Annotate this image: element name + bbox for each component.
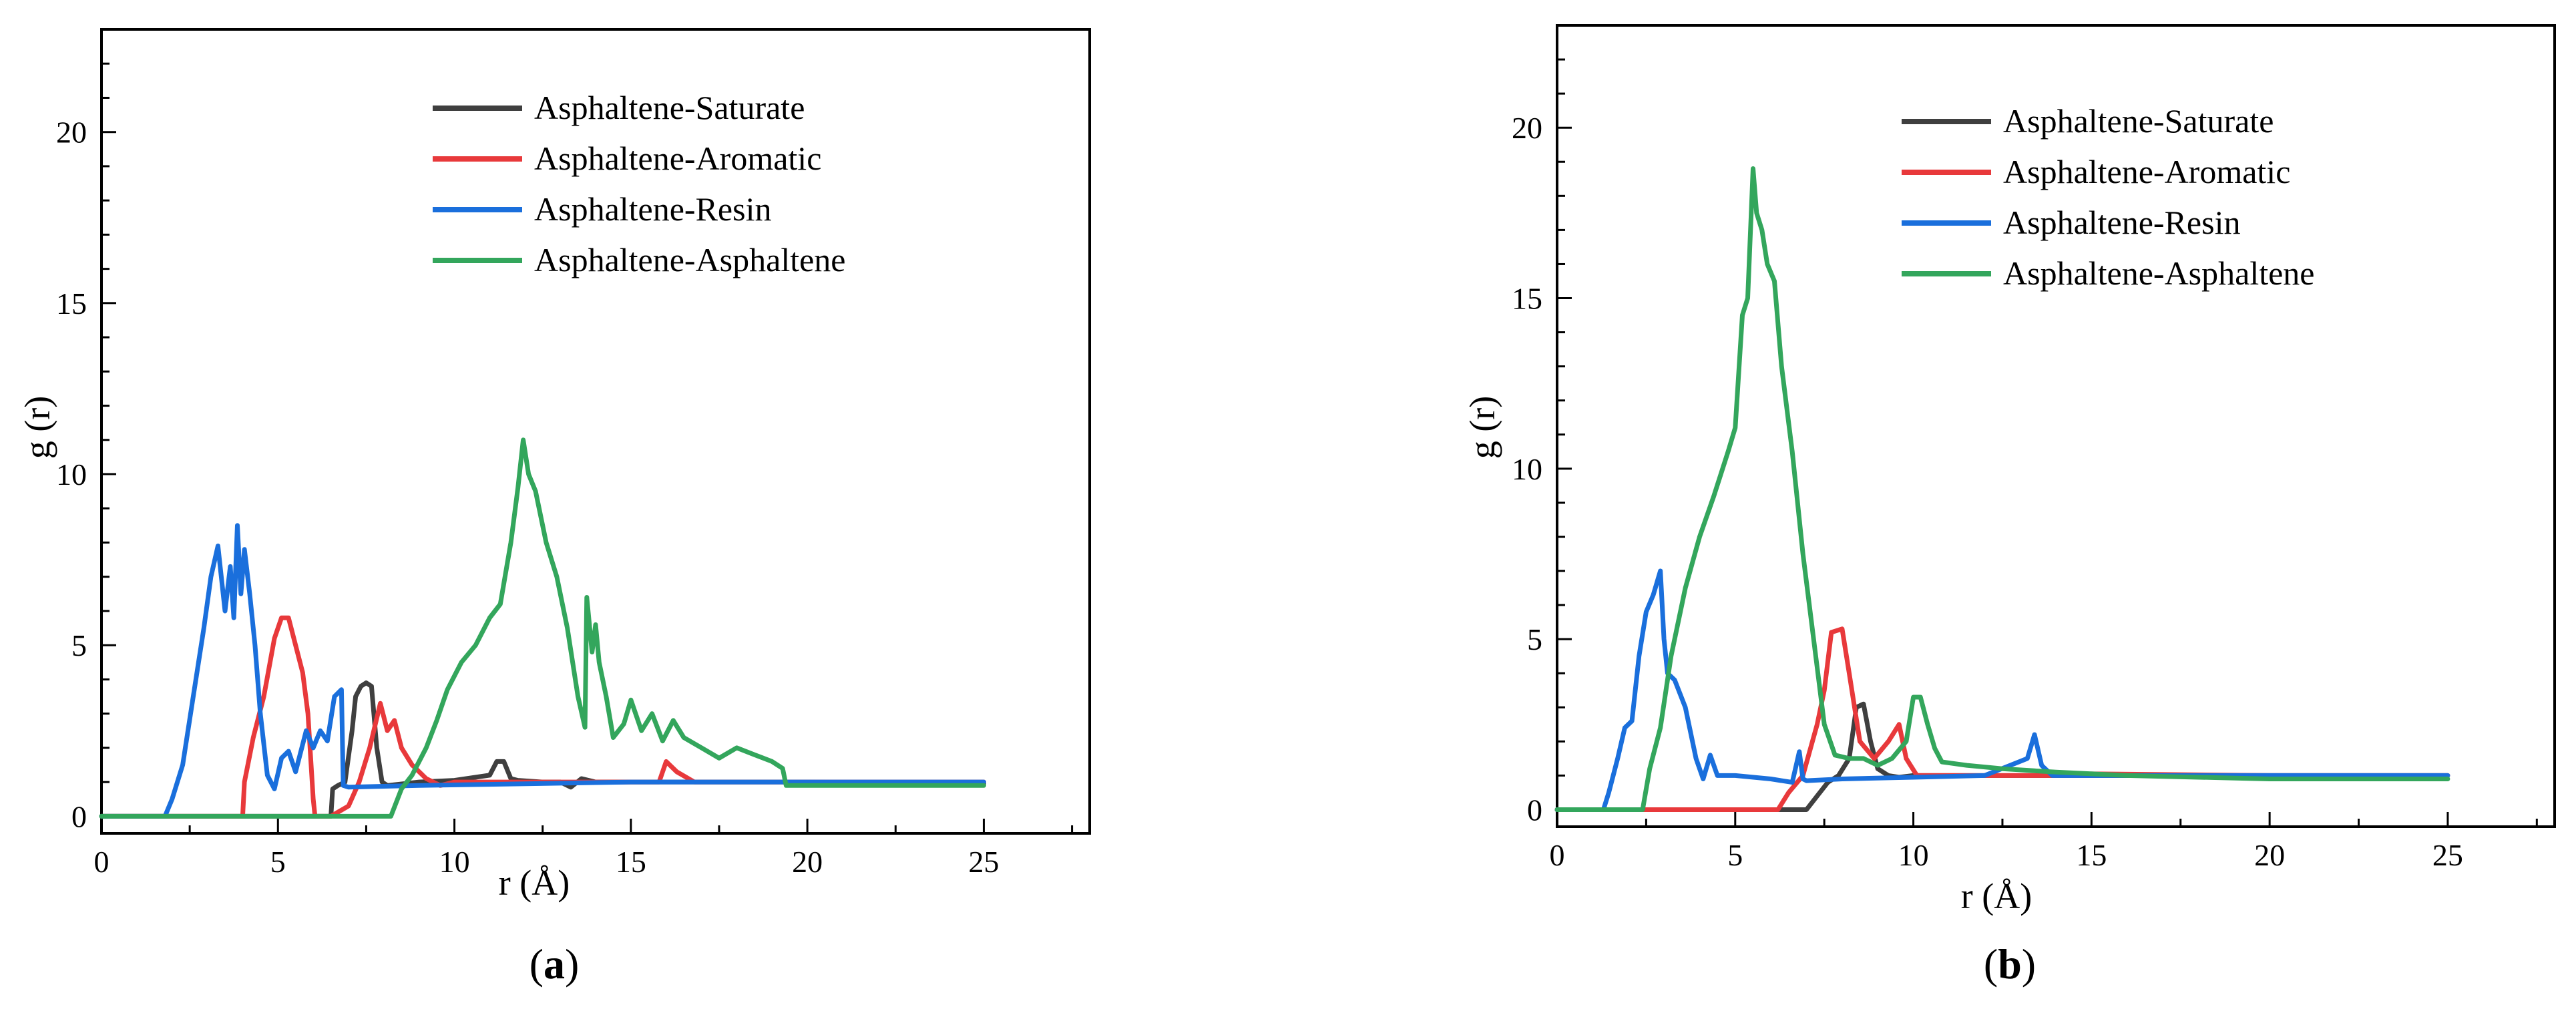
x-tick-label: 15 (616, 845, 646, 879)
legend-label: Asphaltene-Aromatic (2003, 153, 2290, 190)
series-line-asphaltene-resin (99, 523, 986, 819)
y-tick-label: 20 (56, 116, 87, 150)
y-tick-label: 10 (56, 457, 87, 491)
series-line-asphaltene-aromatic (1554, 626, 2450, 812)
legend-label: Asphaltene-Resin (534, 190, 771, 228)
x-axis-label: r (Å) (499, 863, 570, 903)
x-tick-label: 15 (2076, 838, 2107, 872)
y-tick-label: 5 (71, 628, 87, 662)
x-tick-label: 0 (94, 845, 110, 879)
caption-close-paren: ) (2022, 940, 2036, 988)
chart-panel-a: 0 5 10 15 20 25 0 5 10 15 20 r (Å) g (r) Asphaltene-S… (17, 28, 1091, 988)
caption-letter: b (1998, 940, 2022, 988)
x-tick-label: 0 (1550, 838, 1565, 872)
x-tick-label: 5 (270, 845, 286, 879)
y-tick-label: 20 (1512, 111, 1542, 145)
x-tick-label: 20 (2254, 838, 2285, 872)
chart-panel-b: 0 5 10 15 20 25 0 5 10 15 20 r (Å) g (r) Asphaltene-S… (1462, 24, 2556, 988)
plot-frame (1556, 24, 2556, 828)
y-axis-label: g (r) (1462, 396, 1502, 459)
series-line-asphaltene-aromatic (99, 615, 986, 819)
series-line-asphaltene-saturate (99, 680, 986, 819)
y-tick-label: 0 (1527, 793, 1542, 827)
caption-open-paren: ( (529, 940, 544, 988)
legend-label: Asphaltene-Asphaltene (534, 241, 846, 278)
legend-label: Asphaltene-Aromatic (534, 140, 821, 177)
panel-caption: (b) (1984, 940, 2036, 988)
x-axis-label: r (Å) (1961, 876, 2032, 916)
y-tick-label: 0 (71, 799, 87, 833)
x-tick-label: 25 (968, 845, 999, 879)
legend-label: Asphaltene-Saturate (534, 89, 805, 126)
x-tick-label: 10 (1898, 838, 1929, 872)
y-axis-label: g (r) (17, 396, 57, 459)
y-tick-label: 15 (56, 286, 87, 321)
caption-letter: a (544, 940, 565, 988)
legend-label: Asphaltene-Saturate (2003, 102, 2274, 140)
panel-caption: (a) (529, 940, 580, 988)
y-tick-label: 10 (1512, 452, 1542, 486)
x-tick-label: 25 (2432, 838, 2463, 872)
caption-open-paren: ( (1984, 940, 1998, 988)
legend-label: Asphaltene-Resin (2003, 204, 2240, 241)
plot-frame (100, 28, 1091, 835)
caption-close-paren: ) (565, 940, 579, 988)
y-tick-label: 5 (1527, 622, 1542, 656)
x-tick-label: 20 (792, 845, 823, 879)
series-line-asphaltene-saturate (1554, 701, 2450, 812)
legend-label: Asphaltene-Asphaltene (2003, 254, 2315, 292)
series-line-asphaltene-asphaltene (99, 437, 986, 819)
x-tick-label: 5 (1727, 838, 1743, 872)
series-line-asphaltene-resin (1554, 568, 2450, 812)
y-tick-label: 15 (1512, 282, 1542, 316)
x-tick-label: 10 (439, 845, 470, 879)
series-line-asphaltene-asphaltene (1554, 166, 2450, 812)
